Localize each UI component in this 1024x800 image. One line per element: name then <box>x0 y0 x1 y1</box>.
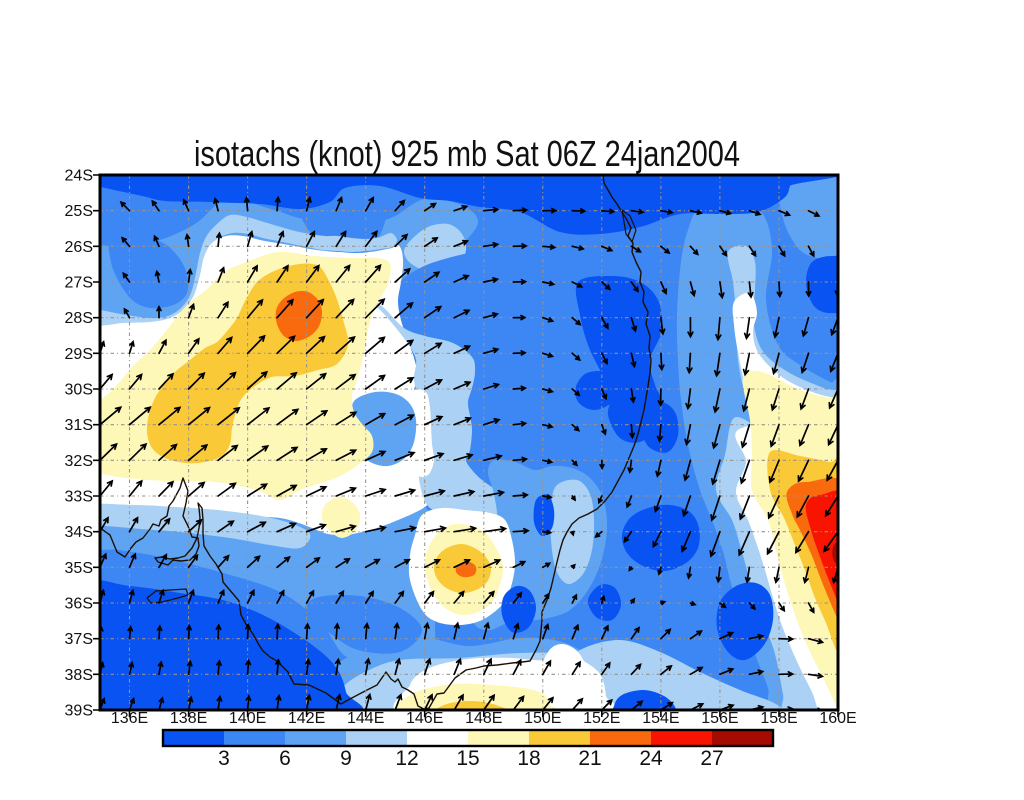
svg-text:152E: 152E <box>583 710 620 727</box>
svg-text:27S: 27S <box>65 275 93 292</box>
svg-text:35S: 35S <box>65 560 93 577</box>
svg-text:6: 6 <box>279 747 291 770</box>
svg-text:9: 9 <box>340 747 352 770</box>
svg-text:24: 24 <box>639 747 663 770</box>
svg-text:154E: 154E <box>642 710 679 727</box>
svg-text:15: 15 <box>456 747 479 770</box>
svg-text:37S: 37S <box>65 631 93 648</box>
svg-text:27: 27 <box>700 747 723 770</box>
svg-text:144E: 144E <box>347 710 384 727</box>
svg-text:24S: 24S <box>65 168 93 185</box>
svg-text:142E: 142E <box>288 710 325 727</box>
svg-text:18: 18 <box>517 747 540 770</box>
svg-text:146E: 146E <box>406 710 443 727</box>
svg-text:25S: 25S <box>65 203 93 220</box>
svg-text:150E: 150E <box>524 710 561 727</box>
svg-text:31S: 31S <box>65 417 93 434</box>
svg-text:29S: 29S <box>65 346 93 363</box>
svg-text:26S: 26S <box>65 239 93 256</box>
svg-text:158E: 158E <box>760 710 797 727</box>
svg-text:34S: 34S <box>65 524 93 541</box>
svg-text:33S: 33S <box>65 489 93 506</box>
svg-text:39S: 39S <box>65 703 93 720</box>
svg-text:140E: 140E <box>229 710 266 727</box>
svg-text:36S: 36S <box>65 596 93 613</box>
svg-text:12: 12 <box>395 747 418 770</box>
svg-text:136E: 136E <box>111 710 148 727</box>
svg-text:156E: 156E <box>701 710 738 727</box>
svg-text:28S: 28S <box>65 310 93 327</box>
svg-text:21: 21 <box>578 747 601 770</box>
svg-text:32S: 32S <box>65 453 93 470</box>
svg-text:isotachs (knot) 925 mb Sat 06Z: isotachs (knot) 925 mb Sat 06Z 24jan2004 <box>194 133 740 174</box>
svg-text:138E: 138E <box>170 710 207 727</box>
svg-text:148E: 148E <box>465 710 502 727</box>
svg-text:30S: 30S <box>65 382 93 399</box>
svg-text:38S: 38S <box>65 667 93 684</box>
svg-text:3: 3 <box>218 747 230 770</box>
svg-text:160E: 160E <box>819 710 856 727</box>
